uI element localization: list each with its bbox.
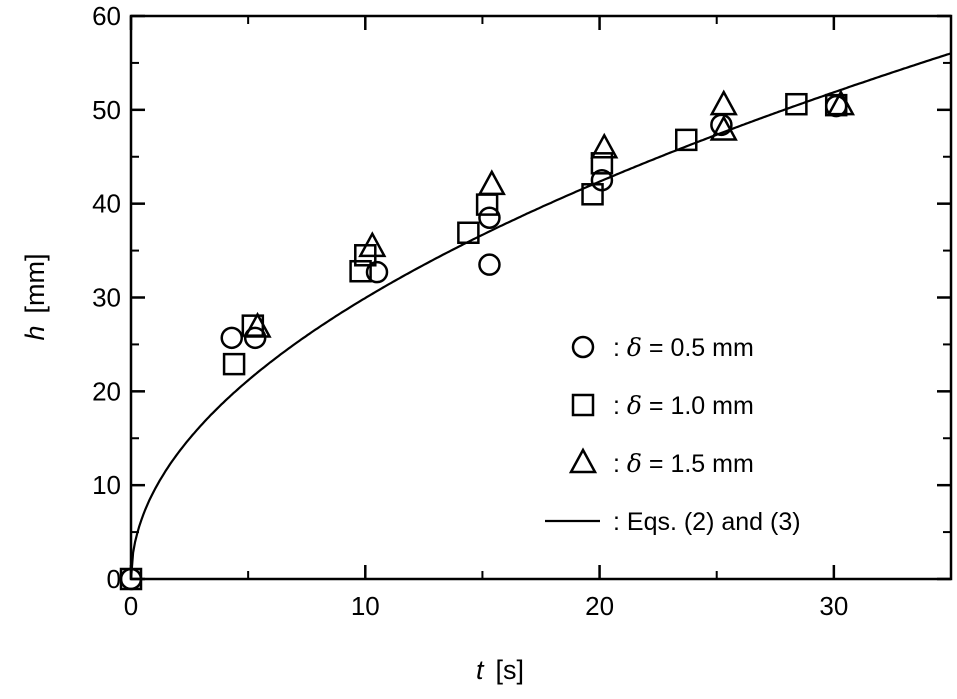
circle-point: [220, 326, 243, 350]
y-tick-label: 20: [92, 376, 121, 406]
square-point: [457, 221, 480, 245]
x-tick-label: 30: [819, 591, 848, 621]
x-tick-label: 10: [351, 591, 380, 621]
triangle-point: [243, 311, 272, 338]
model-curve: [129, 52, 952, 580]
circle-point: [365, 260, 389, 284]
triangle-point: [590, 132, 619, 159]
triangle-point: [477, 169, 506, 196]
x-tick-label: 20: [585, 591, 614, 621]
legend-square-marker: [571, 393, 595, 417]
legend-triangle-marker: [568, 447, 598, 474]
legend-label: : δ = 1.0 mm: [613, 391, 754, 420]
x-axis-label: t [s]: [476, 655, 524, 685]
square-point: [349, 259, 372, 283]
triangle-point: [358, 231, 387, 258]
legend-label: : δ = 1.5 mm: [613, 449, 754, 478]
circle-point: [478, 253, 501, 276]
circle-point: [478, 206, 501, 229]
y-tick-label: 50: [92, 95, 121, 125]
legend-label: : δ = 0.5 mm: [613, 333, 754, 362]
square-point: [590, 152, 614, 175]
y-axis-label: h[mm]: [20, 253, 50, 340]
y-tick-label: 0: [107, 564, 121, 594]
circle-point: [243, 326, 267, 350]
square-point: [785, 92, 808, 116]
square-point: [222, 352, 246, 376]
y-tick-label: 40: [92, 189, 121, 219]
square-point: [119, 567, 143, 591]
legend-circle-marker: [571, 335, 595, 359]
y-tick-label: 30: [92, 283, 121, 313]
y-tick-label: 10: [92, 470, 121, 500]
y-tick-label: 60: [92, 1, 121, 31]
triangle-point: [826, 89, 855, 116]
square-point: [675, 128, 698, 152]
square-point: [581, 183, 604, 206]
legend-label: : Eqs. (2) and (3): [613, 508, 801, 536]
triangle-point: [709, 89, 738, 116]
triangle-point: [709, 114, 738, 141]
x-tick-label: 0: [124, 591, 138, 621]
